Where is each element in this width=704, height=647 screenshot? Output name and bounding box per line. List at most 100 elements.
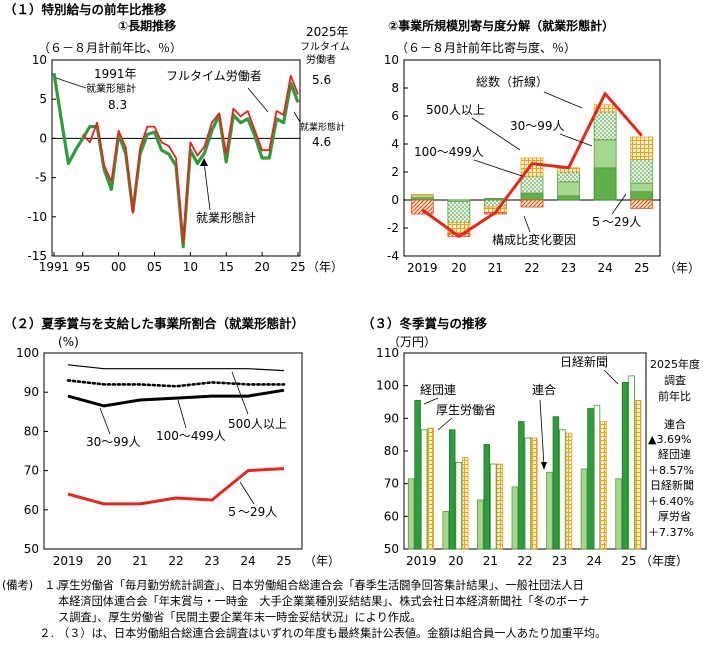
panel4-bar [477,499,484,550]
side-nikkei: 日経新聞 [650,478,694,492]
panel4-bar [559,429,566,550]
side-title3: 前年比 [658,389,691,403]
annot-500-leader [471,117,521,151]
panel4-bar [483,444,491,550]
side-title2: 調査 [664,373,686,387]
annot-500: 500人以上 [426,103,485,117]
panel2-y-tick-label: 10 [384,53,399,67]
panel4-heading: （３）冬季賞与の推移 [362,316,488,331]
annot-2025-l2: 労働者 [306,53,336,66]
footnotes: (備考) １. 厚生労働省「毎月勤労統計調査」、日本労働組合総連合会「春季生活闘… [2,578,702,642]
panel3-y-tick-label: 50 [24,542,39,556]
panel2-bar-segment [410,193,434,196]
note1-line3: ス調査」、厚生労働省「民間主要企業年末一時金妥結状況」により作成。 [58,611,422,624]
annot-30-leader [559,133,593,147]
panel3-x-tick-label: 21 [132,554,147,568]
panel2-y-tick-label: -4 [387,249,399,263]
panel2-y-tick-label: 2 [391,165,399,179]
panel1-heading: （１）特別給与の前年比推移 [4,2,167,17]
panel3-unit: (%) [58,335,79,349]
panel2-y-tick-label: 4 [391,137,399,151]
panel4-bar [427,427,434,550]
annot-comp-leader [523,215,531,233]
panel2-y-tick-label: 0 [391,193,399,207]
label-5-29: ５～29人 [226,505,277,519]
panel3-series-line [66,379,286,388]
annot-100: 100～499人 [414,145,484,159]
panel4-bars [407,375,642,550]
panel3-y-axis: 50 60 70 80 90 100 [16,346,48,556]
panel3-y-tick-label: 90 [24,385,39,399]
panel4-bar [587,408,594,550]
panel1-x-tick-label: 05 [147,260,162,274]
panel2-bar-segment [593,111,617,141]
panel3-x-tick-label: 23 [204,554,219,568]
annot-overall-leader [203,161,211,211]
panel3-x-tick-label: 24 [240,554,255,568]
panel2-bar-segment [630,158,654,184]
side-mhlw-val: ＋7.37% [648,526,694,539]
annot-1991-year: 1991年 [94,67,137,81]
panel3-series-line [67,388,285,408]
panel2-bar-segment [630,182,654,192]
note2-lead: ２. [39,627,54,640]
annot-1991-label: 就業形態計 [86,82,136,95]
panel1-y-tick-label: -15 [27,249,47,263]
panel2-x-tick-label: 25 [634,261,649,275]
panel4-bar [461,457,469,550]
label-nikkei-leader [603,369,619,385]
panel3-y-tick-label: 60 [24,503,39,517]
panel3-x-unit: （年） [304,554,340,568]
panel1-x-tick-label: 20 [254,260,269,274]
annot-overall: 就業形態計 [196,210,256,225]
panel4-y-tick-label: 60 [384,509,399,523]
panel4-y-axis: 50 60 70 80 90 100 110 [376,346,408,556]
panel3-x-tick-label: 2019 [53,554,84,568]
panel3-x-tick-label: 20 [96,554,111,568]
annot-30: 30～99人 [510,119,565,133]
panel2-plot-frame [403,59,661,257]
panel4-bar [593,404,601,550]
panel2-bar-segment [630,199,654,209]
panel4-bar [552,416,560,550]
label-mhlw: 厚生労働省 [436,403,496,417]
label-500: 500人以上 [228,417,287,431]
panel1-x-axis: 1991 95 00 05 10 15 20 25 （年） [39,252,343,274]
panel4-bar [634,399,642,550]
panel3-series-line [67,467,285,506]
panel1-lines [52,73,300,249]
panel4-bar [420,429,428,550]
panel2-bar-segment [630,191,654,201]
panel4-y-tick-label: 50 [384,542,399,556]
panel2-x-tick-label: 21 [488,261,503,275]
annot-2025-leader [293,111,301,123]
panel3-plot-frame [43,352,303,550]
panel-contribution: ②事業所規模別寄与度分解（就業形態計） （６－８月計前年比寄与度、％） -4 -2… [384,18,700,275]
panel1-y-tick-label: -10 [27,210,47,224]
panel1-title: ①長期推移 [118,18,176,33]
panel4-bar [496,463,504,550]
panel4-x-axis: 2019 20 21 22 23 24 25 （年度） [406,553,688,568]
panel1-y-tick-label: 5 [39,92,47,106]
panel1-plot-frame [51,59,301,257]
panel4-bar [615,478,622,550]
side-rengo: 連合 [664,417,686,431]
panel4-bar [628,375,635,550]
panel3-heading: （２）夏季賞与を支給した事業所割合（就業形態計） [4,316,304,331]
label-500-leader [231,371,249,415]
panel4-x-tick-label: 22 [517,554,532,568]
panel2-bar-segment [520,192,544,201]
panel4-y-tick-label: 100 [376,379,399,393]
note1-line2: 本経済団体連合会「年末賞与・一時金 大手企業業種別妥結結果」、株式会社日本経済新… [58,595,590,608]
note2-line: （３）は、日本労働組合総連合会調査はいずれの年度も最終集計公表値。金額は組合員一… [58,627,607,640]
panel4-bar [580,468,588,550]
annot-5-leader [611,193,627,215]
panel4-bar [511,486,519,550]
annot-overall-arrow [200,158,208,166]
panel4-bar [546,471,553,550]
annot-total-leader [543,91,583,109]
panel3-lines [66,364,286,506]
panel1-y-tick-label: 10 [32,53,47,67]
label-nikkei: 日経新聞 [560,354,608,369]
